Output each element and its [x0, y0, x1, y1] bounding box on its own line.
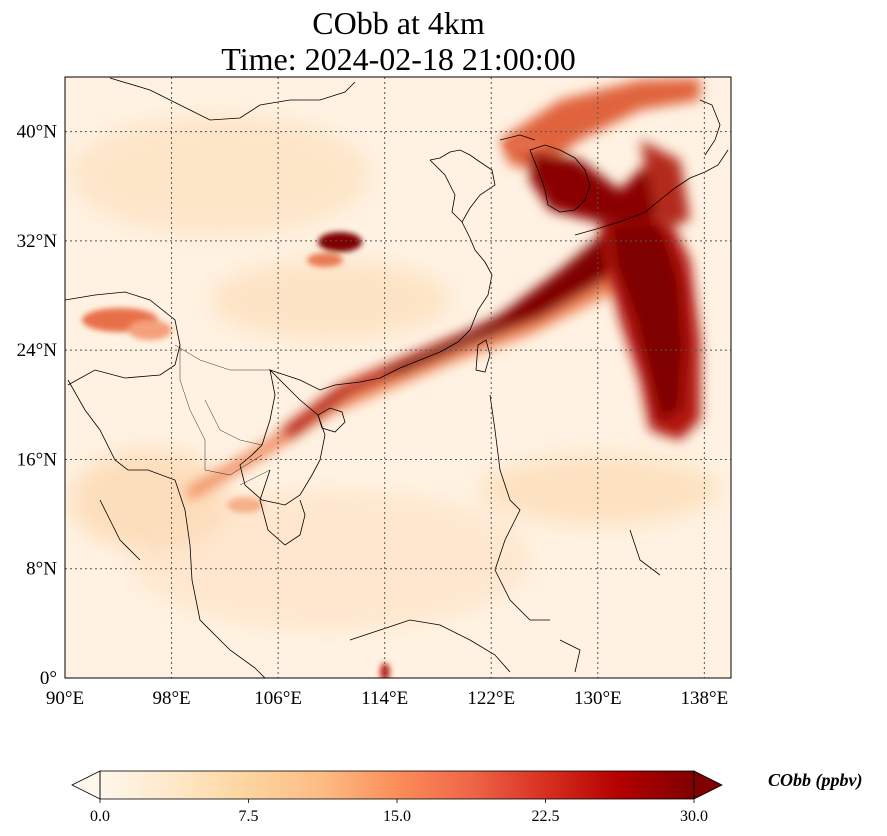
- y-tick-label: 24°N: [17, 340, 58, 361]
- colorbar-label: CObb (ppbv): [768, 770, 863, 790]
- y-tick-label: 40°N: [17, 122, 58, 143]
- colorbar-extend-min: [71, 770, 101, 800]
- x-tick-label: 98°E: [152, 688, 190, 709]
- colorbar-tick-label: 7.5: [239, 808, 259, 825]
- colorbar-tick-label: 30.0: [680, 808, 708, 825]
- y-tick-label: 8°N: [26, 559, 57, 580]
- coastlines: [65, 77, 729, 678]
- y-tick-label: 32°N: [17, 231, 58, 252]
- country-borders: [174, 344, 271, 486]
- colorbar-gradient: [100, 771, 694, 799]
- colorbar-extend-max: [693, 770, 723, 800]
- x-tick-label: 114°E: [361, 688, 408, 709]
- x-tick-label: 130°E: [574, 688, 622, 709]
- y-tick-label: 0°: [40, 668, 57, 689]
- x-tick-label: 122°E: [467, 688, 515, 709]
- y-axis-ticks: 0° 8°N 16°N 24°N 32°N 40°N: [17, 122, 58, 689]
- colorbar-tick-label: 15.0: [383, 808, 411, 825]
- gridlines: [65, 77, 731, 678]
- x-axis-ticks: 90°E 98°E 106°E 114°E 122°E 130°E 138°E: [46, 688, 728, 709]
- map-title: CObb at 4km: [312, 5, 485, 41]
- concentration-field: [65, 77, 731, 678]
- x-tick-label: 138°E: [681, 688, 729, 709]
- map-subtitle-time: Time: 2024-02-18 21:00:00: [221, 41, 576, 77]
- x-tick-label: 106°E: [254, 688, 302, 709]
- colorbar-tick-label: 0.0: [90, 808, 110, 825]
- colorbar: 0.0 7.5 15.0 22.5 30.0: [71, 770, 723, 825]
- y-tick-label: 16°N: [17, 449, 58, 470]
- colorbar-tick-label: 22.5: [532, 808, 560, 825]
- map-frame: [64, 76, 732, 679]
- x-tick-label: 90°E: [46, 688, 84, 709]
